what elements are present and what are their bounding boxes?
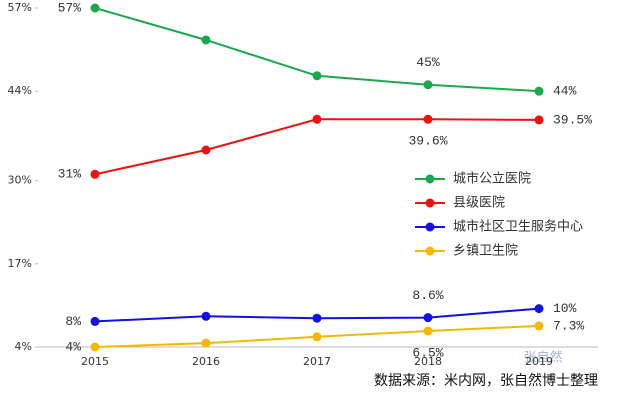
data-point — [90, 316, 100, 326]
data-point — [201, 145, 211, 155]
x-tick-label: 2015 — [81, 355, 109, 368]
data-point — [312, 114, 322, 124]
data-point — [534, 321, 544, 331]
legend-marker — [425, 222, 435, 232]
source-note: 数据来源：米内网，张自然博士整理 — [374, 372, 598, 389]
legend-label: 城市社区卫生服务中心 — [453, 219, 583, 235]
data-point — [201, 311, 211, 321]
x-tick-label: 2019 — [525, 355, 553, 368]
data-point — [423, 80, 433, 90]
y-tick-label: 17% — [8, 257, 32, 270]
value-label: 45% — [416, 55, 440, 70]
data-point — [90, 342, 100, 352]
series-line — [94, 118, 540, 176]
x-tick-label: 2016 — [192, 355, 220, 368]
y-tick-label: 4% — [15, 340, 32, 353]
value-label: 8.6% — [412, 288, 443, 303]
y-tick-label: 30% — [8, 174, 32, 187]
data-point — [423, 114, 433, 124]
y-tick-label: 57% — [8, 1, 32, 14]
value-label: 8% — [65, 314, 81, 329]
data-point — [534, 304, 544, 314]
legend-label: 县级医院 — [453, 196, 505, 211]
y-tick-label: 44% — [8, 84, 32, 97]
data-point — [423, 326, 433, 336]
data-point — [90, 3, 100, 13]
data-point — [312, 313, 322, 323]
value-label: 57% — [58, 0, 82, 15]
value-label: 31% — [58, 167, 82, 182]
value-label: 44% — [553, 84, 577, 99]
legend-marker — [425, 246, 435, 256]
x-tick-label: 2017 — [303, 355, 331, 368]
data-point — [90, 169, 100, 179]
value-label: 39.6% — [408, 134, 447, 149]
data-point — [312, 71, 322, 81]
data-point — [201, 35, 211, 45]
legend-label: 城市公立医院 — [453, 171, 531, 187]
data-point — [312, 332, 322, 342]
legend-label: 乡镇卫生院 — [453, 244, 518, 259]
legend-marker — [425, 198, 435, 208]
data-point — [534, 115, 544, 125]
legend-marker — [425, 174, 435, 184]
watermark: 张自然 — [523, 350, 562, 366]
value-label: 6.5% — [412, 345, 443, 360]
value-label: 4% — [65, 339, 81, 354]
x-tick-label: 2018 — [414, 355, 442, 368]
data-point — [423, 313, 433, 323]
value-label: 7.3% — [553, 318, 584, 333]
data-point — [201, 338, 211, 348]
data-point — [534, 86, 544, 96]
value-label: 10% — [553, 301, 577, 316]
value-label: 39.5% — [553, 112, 592, 127]
